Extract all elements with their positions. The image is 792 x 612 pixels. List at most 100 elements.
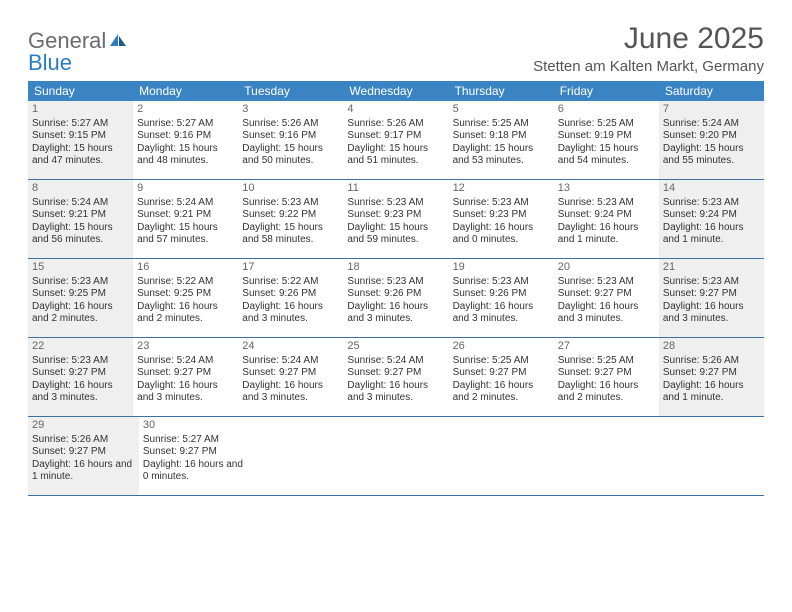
day-number: 17 — [242, 261, 339, 275]
day-number: 28 — [663, 340, 760, 354]
sunrise-text: Sunrise: 5:23 AM — [347, 276, 444, 289]
sunset-text: Sunset: 9:21 PM — [32, 209, 129, 222]
sunset-text: Sunset: 9:27 PM — [32, 367, 129, 380]
sunrise-text: Sunrise: 5:27 AM — [143, 434, 246, 447]
daylight-text: Daylight: 16 hours and 2 minutes. — [558, 380, 655, 405]
sunset-text: Sunset: 9:16 PM — [137, 130, 234, 143]
day-number: 20 — [558, 261, 655, 275]
sunrise-text: Sunrise: 5:26 AM — [242, 118, 339, 131]
day-cell: 4Sunrise: 5:26 AMSunset: 9:17 PMDaylight… — [343, 101, 448, 179]
day-number: 12 — [453, 182, 550, 196]
day-cell: 8Sunrise: 5:24 AMSunset: 9:21 PMDaylight… — [28, 180, 133, 258]
weekday-header: Sunday — [28, 81, 133, 101]
daylight-text: Daylight: 15 hours and 59 minutes. — [347, 222, 444, 247]
day-number: 19 — [453, 261, 550, 275]
empty-day-cell — [455, 417, 558, 495]
week-row: 22Sunrise: 5:23 AMSunset: 9:27 PMDayligh… — [28, 338, 764, 417]
day-cell: 12Sunrise: 5:23 AMSunset: 9:23 PMDayligh… — [449, 180, 554, 258]
sunrise-text: Sunrise: 5:26 AM — [32, 434, 135, 447]
sunrise-text: Sunrise: 5:23 AM — [558, 197, 655, 210]
day-cell: 27Sunrise: 5:25 AMSunset: 9:27 PMDayligh… — [554, 338, 659, 416]
sunset-text: Sunset: 9:15 PM — [32, 130, 129, 143]
daylight-text: Daylight: 16 hours and 2 minutes. — [137, 301, 234, 326]
day-number: 4 — [347, 103, 444, 117]
weekday-header: Tuesday — [238, 81, 343, 101]
day-number: 1 — [32, 103, 129, 117]
page-header: General Blue June 2025 Stetten am Kalten… — [28, 22, 764, 75]
daylight-text: Daylight: 16 hours and 0 minutes. — [453, 222, 550, 247]
day-cell: 2Sunrise: 5:27 AMSunset: 9:16 PMDaylight… — [133, 101, 238, 179]
sunrise-text: Sunrise: 5:25 AM — [453, 118, 550, 131]
daylight-text: Daylight: 16 hours and 2 minutes. — [32, 301, 129, 326]
sunset-text: Sunset: 9:26 PM — [242, 288, 339, 301]
day-cell: 17Sunrise: 5:22 AMSunset: 9:26 PMDayligh… — [238, 259, 343, 337]
sunrise-text: Sunrise: 5:27 AM — [137, 118, 234, 131]
empty-day-cell — [353, 417, 456, 495]
day-cell: 18Sunrise: 5:23 AMSunset: 9:26 PMDayligh… — [343, 259, 448, 337]
day-cell: 20Sunrise: 5:23 AMSunset: 9:27 PMDayligh… — [554, 259, 659, 337]
daylight-text: Daylight: 16 hours and 0 minutes. — [143, 459, 246, 484]
day-number: 8 — [32, 182, 129, 196]
sunset-text: Sunset: 9:26 PM — [453, 288, 550, 301]
daylight-text: Daylight: 16 hours and 3 minutes. — [347, 301, 444, 326]
sunset-text: Sunset: 9:22 PM — [242, 209, 339, 222]
daylight-text: Daylight: 16 hours and 1 minute. — [663, 380, 760, 405]
weekday-header: Thursday — [449, 81, 554, 101]
day-number: 30 — [143, 419, 246, 433]
daylight-text: Daylight: 15 hours and 55 minutes. — [663, 143, 760, 168]
day-number: 18 — [347, 261, 444, 275]
sunset-text: Sunset: 9:20 PM — [663, 130, 760, 143]
sunset-text: Sunset: 9:21 PM — [137, 209, 234, 222]
sunrise-text: Sunrise: 5:24 AM — [663, 118, 760, 131]
sunset-text: Sunset: 9:26 PM — [347, 288, 444, 301]
title-block: June 2025 Stetten am Kalten Markt, Germa… — [533, 22, 764, 75]
sunset-text: Sunset: 9:27 PM — [558, 367, 655, 380]
weekday-header: Monday — [133, 81, 238, 101]
day-cell: 9Sunrise: 5:24 AMSunset: 9:21 PMDaylight… — [133, 180, 238, 258]
daylight-text: Daylight: 16 hours and 3 minutes. — [32, 380, 129, 405]
sunset-text: Sunset: 9:16 PM — [242, 130, 339, 143]
month-title: June 2025 — [533, 22, 764, 56]
daylight-text: Daylight: 16 hours and 3 minutes. — [558, 301, 655, 326]
empty-day-cell — [661, 417, 764, 495]
sunrise-text: Sunrise: 5:25 AM — [453, 355, 550, 368]
sunrise-text: Sunrise: 5:23 AM — [453, 276, 550, 289]
sunrise-text: Sunrise: 5:24 AM — [32, 197, 129, 210]
sunset-text: Sunset: 9:18 PM — [453, 130, 550, 143]
sunrise-text: Sunrise: 5:23 AM — [453, 197, 550, 210]
sunrise-text: Sunrise: 5:24 AM — [242, 355, 339, 368]
empty-day-cell — [250, 417, 353, 495]
day-number: 22 — [32, 340, 129, 354]
sunrise-text: Sunrise: 5:26 AM — [663, 355, 760, 368]
day-cell: 23Sunrise: 5:24 AMSunset: 9:27 PMDayligh… — [133, 338, 238, 416]
day-cell: 7Sunrise: 5:24 AMSunset: 9:20 PMDaylight… — [659, 101, 764, 179]
day-number: 16 — [137, 261, 234, 275]
sunrise-text: Sunrise: 5:24 AM — [137, 355, 234, 368]
sunrise-text: Sunrise: 5:27 AM — [32, 118, 129, 131]
sunrise-text: Sunrise: 5:24 AM — [347, 355, 444, 368]
day-number: 26 — [453, 340, 550, 354]
day-number: 6 — [558, 103, 655, 117]
day-cell: 10Sunrise: 5:23 AMSunset: 9:22 PMDayligh… — [238, 180, 343, 258]
day-number: 5 — [453, 103, 550, 117]
day-cell: 22Sunrise: 5:23 AMSunset: 9:27 PMDayligh… — [28, 338, 133, 416]
day-number: 11 — [347, 182, 444, 196]
day-cell: 3Sunrise: 5:26 AMSunset: 9:16 PMDaylight… — [238, 101, 343, 179]
day-cell: 19Sunrise: 5:23 AMSunset: 9:26 PMDayligh… — [449, 259, 554, 337]
sunrise-text: Sunrise: 5:25 AM — [558, 355, 655, 368]
daylight-text: Daylight: 15 hours and 58 minutes. — [242, 222, 339, 247]
sunset-text: Sunset: 9:27 PM — [663, 288, 760, 301]
day-number: 21 — [663, 261, 760, 275]
sunset-text: Sunset: 9:25 PM — [32, 288, 129, 301]
week-row: 8Sunrise: 5:24 AMSunset: 9:21 PMDaylight… — [28, 180, 764, 259]
daylight-text: Daylight: 16 hours and 1 minute. — [32, 459, 135, 484]
sunset-text: Sunset: 9:27 PM — [347, 367, 444, 380]
sunrise-text: Sunrise: 5:22 AM — [137, 276, 234, 289]
daylight-text: Daylight: 16 hours and 3 minutes. — [242, 301, 339, 326]
sunset-text: Sunset: 9:17 PM — [347, 130, 444, 143]
sunset-text: Sunset: 9:27 PM — [32, 446, 135, 459]
day-cell: 5Sunrise: 5:25 AMSunset: 9:18 PMDaylight… — [449, 101, 554, 179]
day-number: 9 — [137, 182, 234, 196]
day-number: 23 — [137, 340, 234, 354]
daylight-text: Daylight: 16 hours and 3 minutes. — [663, 301, 760, 326]
